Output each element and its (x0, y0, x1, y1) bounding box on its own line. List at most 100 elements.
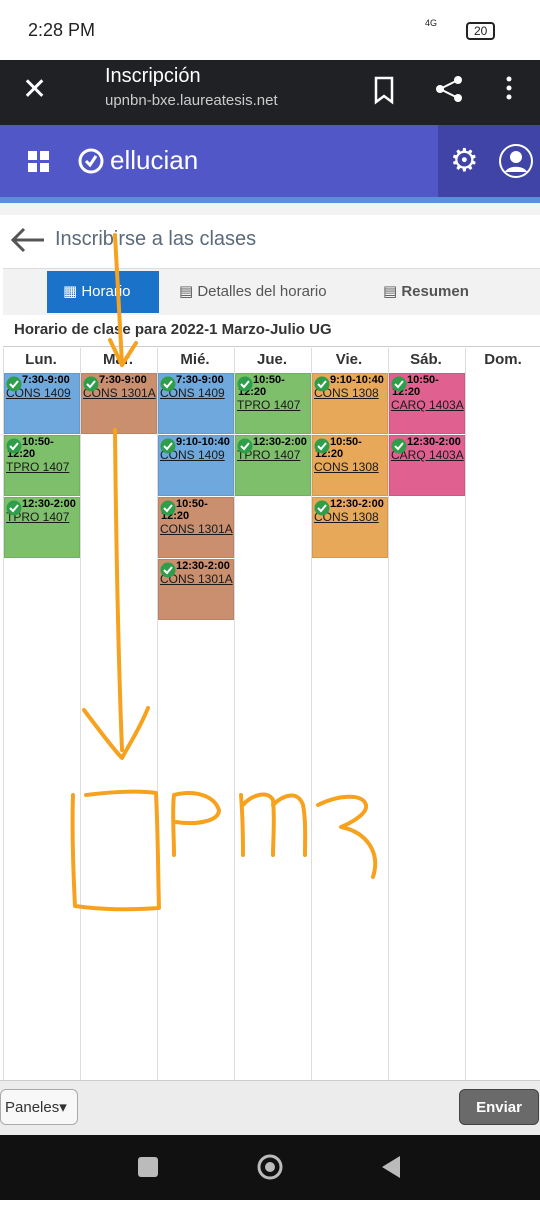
check-icon (391, 376, 407, 392)
browser-bar: ✕ Inscripción upnbn-bxe.laureatesis.net (0, 60, 540, 125)
class-course: CONS 1308 (314, 510, 379, 524)
class-block[interactable]: 12:30-2:00 CONS 1301A (158, 559, 234, 620)
check-icon (314, 376, 330, 392)
class-block[interactable]: 9:10-10:40 CONS 1409 (158, 435, 234, 496)
page-heading: Inscribirse a las clases (55, 228, 257, 250)
class-course: CARQ 1403A (391, 448, 464, 462)
tab-label: Horario (81, 283, 131, 300)
back-arrow[interactable] (10, 226, 46, 254)
nav-bar (0, 1135, 540, 1200)
settings-icon[interactable]: ⚙ (450, 142, 479, 178)
check-icon (391, 438, 407, 454)
class-block[interactable]: 10:50-12:20 TPRO 1407 (235, 373, 311, 434)
home-button[interactable] (257, 1154, 283, 1180)
day-header: Sáb. (410, 351, 442, 368)
day-column (157, 348, 235, 1080)
close-button[interactable]: ✕ (22, 73, 48, 106)
class-course: CONS 1301A (83, 386, 156, 400)
submit-button[interactable]: Enviar (459, 1089, 539, 1125)
back-button[interactable] (382, 1156, 400, 1178)
check-icon (237, 438, 253, 454)
battery: 20 (466, 22, 496, 40)
class-block[interactable]: 10:50-12:20 CONS 1308 (312, 435, 388, 496)
day-header: Mié. (180, 351, 210, 368)
class-block[interactable]: 10:50-12:20 CONS 1301A (158, 497, 234, 558)
share-icon[interactable] (436, 76, 462, 102)
class-block[interactable]: 10:50-12:20 CARQ 1403A (389, 373, 465, 434)
day-header: Jue. (256, 351, 287, 368)
class-time: 7:30-9:00 (22, 374, 70, 386)
schedule-title: Horario de clase para 2022-1 Marzo-Julio… (14, 321, 332, 338)
day-column (80, 348, 158, 1080)
class-course: CONS 1409 (160, 386, 225, 400)
class-block[interactable]: 10:50-12:20 TPRO 1407 (4, 435, 80, 496)
bookmark-icon[interactable] (374, 76, 394, 105)
class-course: CONS 1308 (314, 460, 379, 474)
profile-icon[interactable] (498, 143, 534, 179)
class-block[interactable]: 7:30-9:00 CONS 1409 (4, 373, 80, 434)
day-header: Dom. (484, 351, 522, 368)
class-time: 12:30-2:00 (407, 436, 461, 448)
class-time: 12:30-2:00 (22, 498, 76, 510)
apps-icon[interactable] (28, 151, 50, 173)
class-block[interactable]: 7:30-9:00 CONS 1301A (81, 373, 157, 434)
header-accent (0, 197, 540, 203)
app-header: ellucian ⚙ (0, 125, 540, 197)
class-course: CONS 1308 (314, 386, 379, 400)
check-icon (6, 438, 22, 454)
spacer (0, 203, 540, 215)
tab-active[interactable]: ▦ Horario (47, 271, 159, 313)
panels-button[interactable]: Paneles▾ (0, 1089, 78, 1125)
class-time: 10:50-12:20 (238, 374, 285, 398)
check-icon (237, 376, 253, 392)
class-course: CONS 1409 (160, 448, 225, 462)
tab-bar: ▦ Horario ▤ Detalles del horario ▤ Resum… (3, 268, 540, 315)
class-time: 9:10-10:40 (330, 374, 384, 386)
day-header: Vie. (335, 351, 363, 368)
nav-icons (138, 1154, 400, 1180)
check-icon (160, 562, 176, 578)
menu-icon[interactable] (506, 76, 512, 100)
class-block[interactable]: 12:30-2:00 TPRO 1407 (4, 497, 80, 558)
check-icon (314, 500, 330, 516)
class-course: TPRO 1407 (6, 460, 70, 474)
url: upnbn-bxe.laureatesis.net (105, 92, 278, 109)
class-block[interactable]: 12:30-2:00 TPRO 1407 (235, 435, 311, 496)
divider (3, 346, 540, 347)
browser-icons (374, 76, 512, 105)
check-icon (160, 500, 176, 516)
class-block[interactable]: 12:30-2:00 CONS 1308 (312, 497, 388, 558)
day-header: Mar. (102, 351, 133, 368)
class-block[interactable]: 12:30-2:00 CARQ 1403A (389, 435, 465, 496)
clock: 2:28 PM (28, 20, 96, 40)
tab[interactable]: ▤ Detalles del horario (179, 283, 327, 300)
tab[interactable]: ▤ Resumen (383, 283, 469, 300)
class-time: 7:30-9:00 (99, 374, 147, 386)
class-course: CONS 1301A (160, 572, 233, 586)
class-block[interactable]: 7:30-9:00 CONS 1409 (158, 373, 234, 434)
brand: ellucian (110, 145, 199, 175)
footer-bar: Paneles▾ Enviar (0, 1080, 540, 1136)
recents-button[interactable] (138, 1157, 158, 1177)
day-column (388, 348, 466, 1080)
page-title: Inscripción (105, 65, 201, 87)
class-course: TPRO 1407 (237, 398, 301, 412)
class-time: 12:30-2:00 (253, 436, 307, 448)
class-course: CARQ 1403A (391, 398, 464, 412)
network: 4G (425, 18, 438, 28)
class-course: TPRO 1407 (237, 448, 301, 462)
brand-logo (78, 148, 104, 174)
day-column (311, 348, 389, 1080)
day-column (3, 348, 81, 1080)
day-column (465, 348, 540, 1080)
class-block[interactable]: 9:10-10:40 CONS 1308 (312, 373, 388, 434)
check-icon (6, 376, 22, 392)
class-course: CONS 1409 (6, 386, 71, 400)
tab-label: Detalles del horario (197, 283, 327, 300)
class-time: 12:30-2:00 (176, 560, 230, 572)
tab-label: Resumen (401, 283, 469, 300)
class-time: 9:10-10:40 (176, 436, 230, 448)
day-header: Lun. (25, 351, 57, 368)
class-course: TPRO 1407 (6, 510, 70, 524)
